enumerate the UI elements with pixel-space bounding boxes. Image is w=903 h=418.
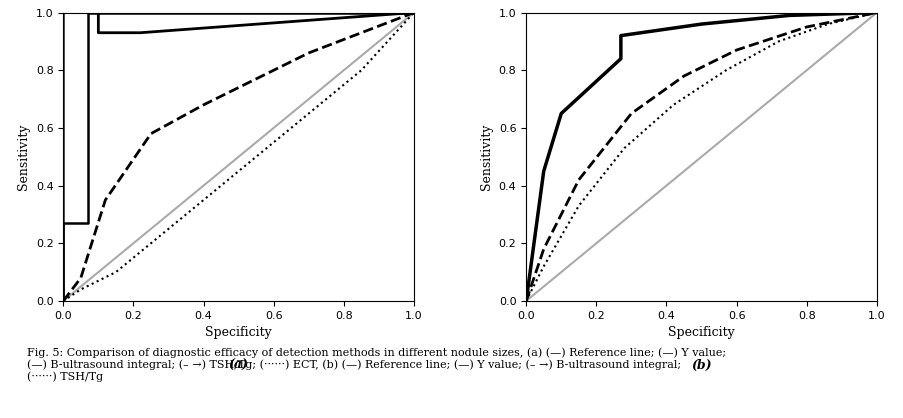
Text: (a): (a) [228, 359, 248, 372]
X-axis label: Specificity: Specificity [667, 326, 734, 339]
X-axis label: Specificity: Specificity [205, 326, 272, 339]
Text: (b): (b) [691, 359, 711, 372]
Text: Fig. 5: Comparison of diagnostic efficacy of detection methods in different nodu: Fig. 5: Comparison of diagnostic efficac… [27, 347, 725, 382]
Y-axis label: Sensitivity: Sensitivity [17, 123, 30, 190]
Y-axis label: Sensitivity: Sensitivity [479, 123, 493, 190]
